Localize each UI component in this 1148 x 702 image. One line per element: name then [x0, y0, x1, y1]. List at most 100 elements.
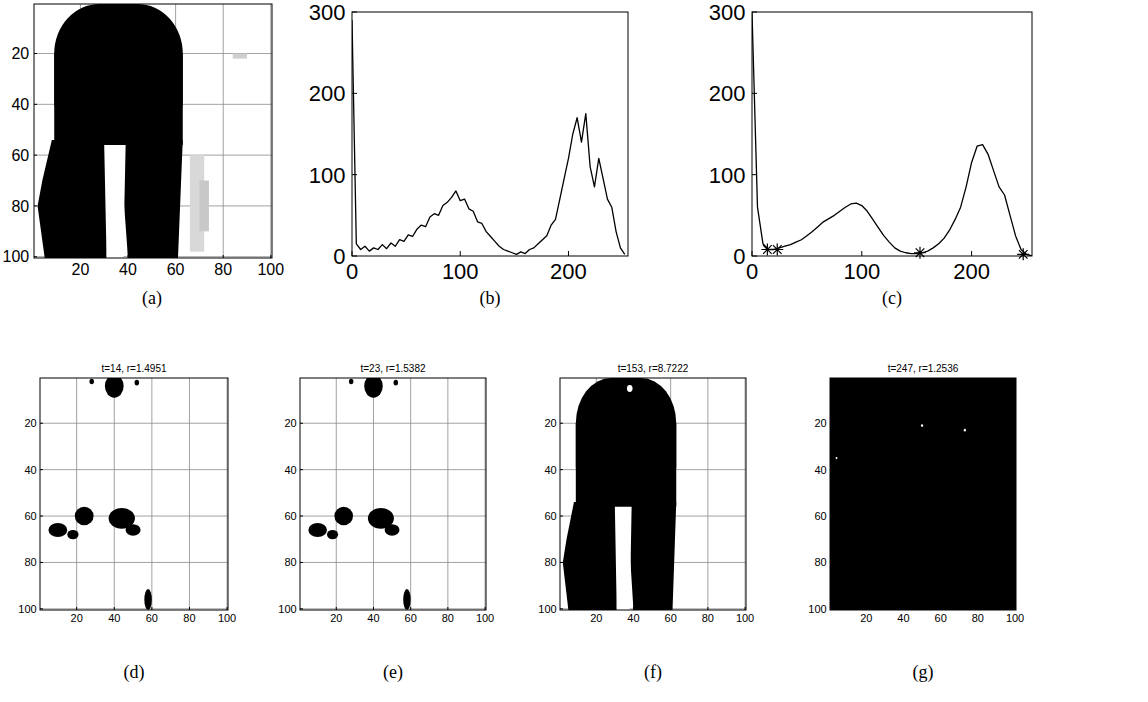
tick-label: 20 [860, 612, 872, 624]
tick-label: 20 [72, 261, 90, 278]
grid-line [447, 378, 448, 610]
image-region [233, 54, 247, 59]
tick-mark [300, 562, 303, 563]
tick-mark [1015, 607, 1016, 610]
tick-label: 80 [284, 556, 296, 568]
axes-frame [752, 12, 1032, 256]
grid-line [40, 423, 228, 424]
tick-mark [227, 607, 228, 610]
plot-area [352, 20, 625, 254]
image-region [576, 423, 676, 507]
tick-label: 80 [11, 198, 29, 215]
panel-caption: (c) [882, 288, 902, 309]
tick-label: 100 [538, 603, 556, 615]
plot-background [300, 378, 486, 610]
tick-label: 200 [550, 259, 587, 284]
tick-mark [352, 174, 357, 175]
image-region [126, 524, 141, 536]
tick-label: 40 [897, 612, 909, 624]
grid-line [300, 423, 486, 424]
panel-caption: (f) [644, 662, 662, 683]
tick-label: 40 [284, 464, 296, 476]
tick-mark [560, 423, 563, 424]
image-region [104, 145, 125, 258]
image-region [563, 502, 619, 610]
tick-label: 0 [333, 244, 345, 269]
grid-line [40, 608, 228, 609]
tick-label: 100 [442, 259, 479, 284]
tick-mark [752, 12, 757, 13]
axes-frame [300, 378, 486, 610]
panel-caption: (a) [142, 288, 162, 309]
image-region [54, 54, 183, 145]
tick-mark [752, 93, 757, 94]
tick-label: 0 [346, 259, 358, 284]
tick-mark [752, 174, 757, 175]
tick-label: 40 [119, 261, 137, 278]
tick-label: 100 [476, 612, 494, 624]
panel-title: t=14, r=1.4951 [101, 363, 166, 374]
tick-label: 20 [330, 612, 342, 624]
tick-label: 60 [167, 261, 185, 278]
tick-mark [76, 607, 77, 610]
tick-mark [34, 53, 37, 54]
grid-line [373, 378, 374, 610]
tick-label: 100 [709, 163, 746, 188]
data-point [914, 247, 926, 259]
tick-mark [830, 516, 833, 517]
tick-label: 100 [309, 163, 346, 188]
image-region [964, 429, 966, 432]
tick-mark [270, 255, 271, 258]
panel-caption: (d) [124, 662, 145, 683]
tick-mark [707, 607, 708, 610]
tick-label: 20 [24, 417, 36, 429]
tick-mark [34, 256, 37, 257]
panel: 2040608010020406080100t=14, r=1.4951(d) [18, 363, 236, 683]
tick-mark [34, 205, 37, 206]
image-region [48, 523, 67, 537]
grid-line [151, 378, 152, 610]
tick-mark [830, 469, 833, 470]
tick-label: 100 [18, 603, 36, 615]
tick-label: 80 [24, 556, 36, 568]
image-region [403, 589, 410, 610]
tick-mark [40, 516, 43, 517]
tick-mark [460, 251, 461, 256]
tick-mark [80, 255, 81, 258]
tick-label: 200 [309, 81, 346, 106]
grid-line [300, 608, 486, 609]
plot-background [830, 378, 1016, 610]
data-line [352, 20, 625, 254]
grid-line [300, 562, 486, 563]
tick-label: 300 [709, 0, 746, 25]
image-region [75, 507, 94, 526]
tick-label: 80 [183, 612, 195, 624]
tick-label: 60 [405, 612, 417, 624]
tick-mark [670, 607, 671, 610]
plot-background [352, 12, 628, 256]
panel-title: t=247, r=1.2536 [888, 363, 959, 374]
grid-line [336, 378, 337, 610]
axes-frame [352, 12, 628, 256]
plot-background [560, 378, 746, 610]
grid-line [745, 378, 746, 610]
grid-line [485, 378, 486, 610]
plot-area [752, 12, 1032, 256]
tick-mark [151, 607, 152, 610]
image-region [144, 589, 152, 610]
tick-mark [40, 469, 43, 470]
image-region [921, 424, 923, 427]
image-region [364, 378, 383, 398]
tick-mark [485, 607, 486, 610]
image-region [38, 140, 109, 258]
data-point [1017, 248, 1029, 260]
grid-line [300, 469, 486, 470]
tick-mark [560, 516, 563, 517]
tick-mark [114, 607, 115, 610]
tick-mark [300, 608, 303, 609]
axes-frame [560, 378, 746, 610]
tick-label: 60 [146, 612, 158, 624]
tick-label: 20 [11, 45, 29, 62]
tick-mark [830, 608, 833, 609]
tick-mark [336, 607, 337, 610]
